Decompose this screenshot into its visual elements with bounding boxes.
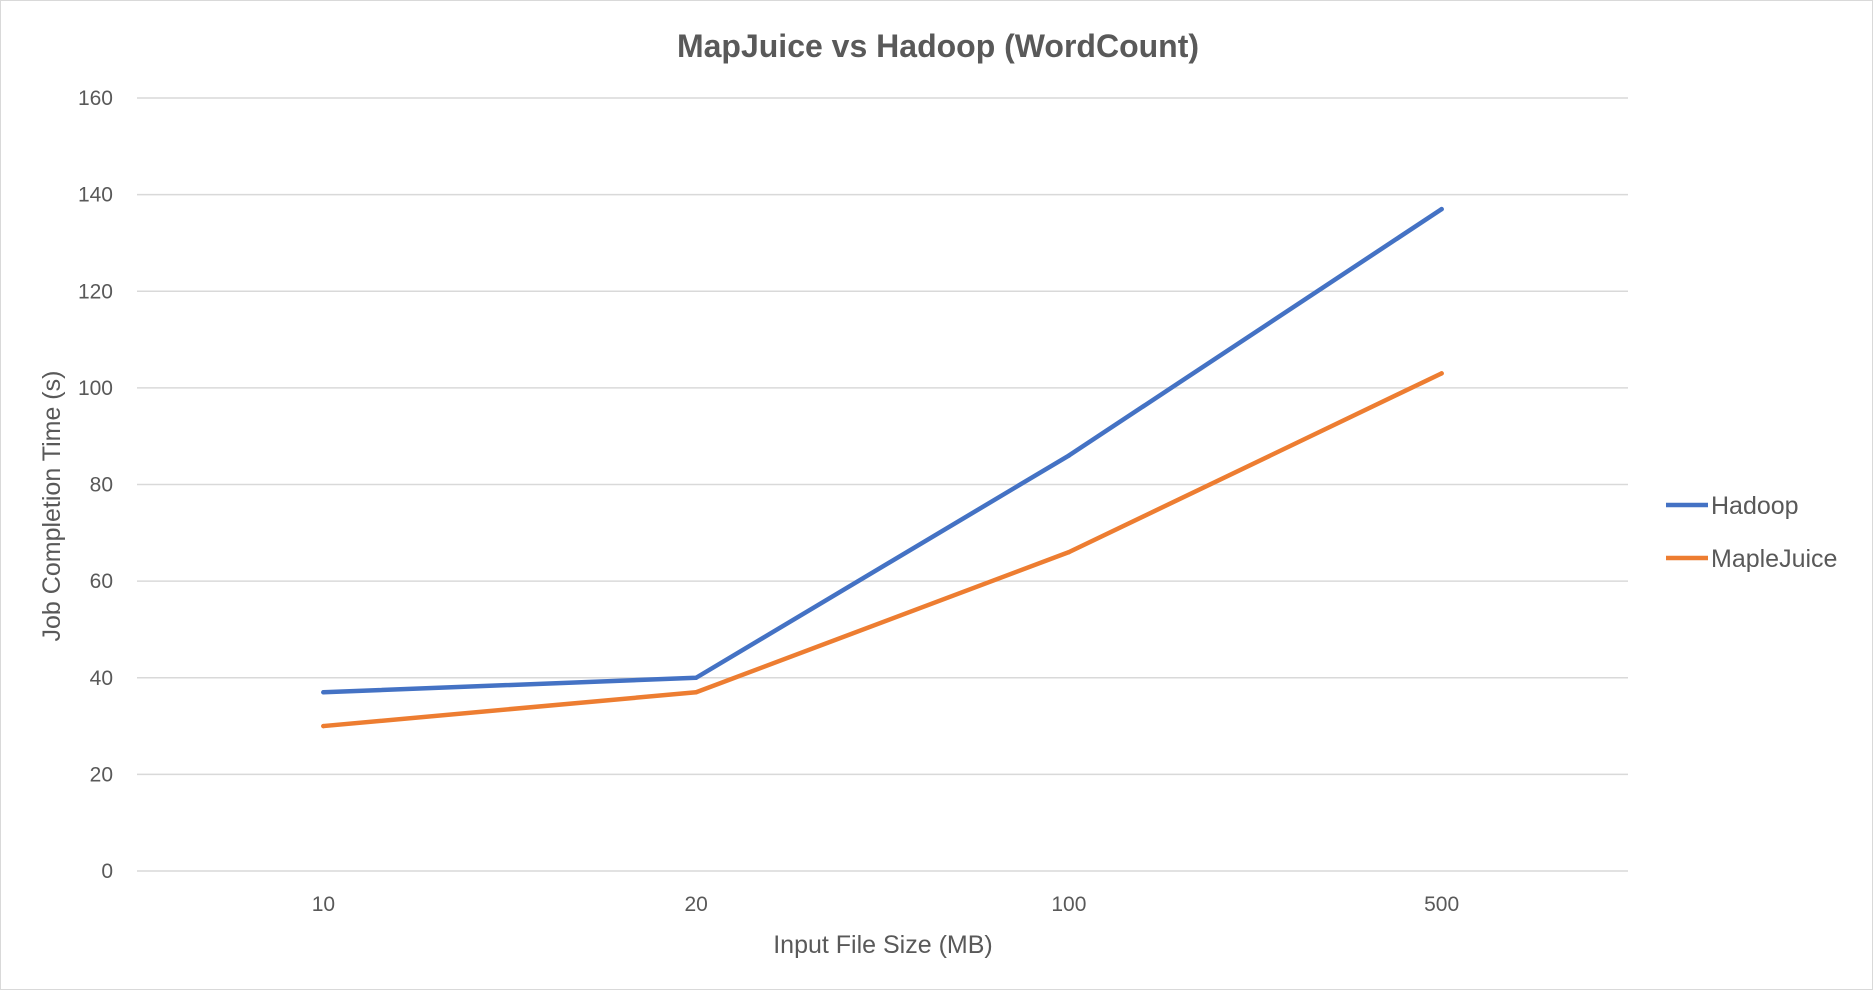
data-point bbox=[321, 723, 326, 729]
y-tick-label: 120 bbox=[78, 280, 113, 303]
x-tick-label: 10 bbox=[312, 893, 335, 916]
legend: Hadoop MapleJuice bbox=[1666, 492, 1837, 573]
x-axis-ticks: 10 20 100 500 bbox=[312, 893, 1459, 916]
y-tick-label: 140 bbox=[78, 184, 113, 207]
data-point bbox=[1066, 453, 1072, 458]
legend-label-hadoop: Hadoop bbox=[1711, 492, 1799, 520]
y-tick-label: 20 bbox=[90, 763, 113, 786]
y-tick-label: 40 bbox=[90, 667, 113, 690]
data-point bbox=[321, 690, 326, 695]
x-tick-label: 500 bbox=[1424, 893, 1459, 916]
x-axis-label: Input File Size (MB) bbox=[773, 931, 993, 959]
x-tick-label: 100 bbox=[1051, 893, 1086, 916]
y-tick-label: 80 bbox=[90, 474, 113, 497]
data-point bbox=[693, 675, 699, 680]
legend-label-maplejuice: MapleJuice bbox=[1711, 545, 1837, 573]
series-line-maplejuice bbox=[321, 371, 1444, 729]
x-tick-label: 20 bbox=[684, 893, 707, 916]
data-point bbox=[693, 690, 699, 695]
series-lines bbox=[321, 206, 1444, 729]
chart-title: MapJuice vs Hadoop (WordCount) bbox=[677, 28, 1199, 64]
y-axis-ticks: 0 20 40 60 80 100 120 140 160 bbox=[78, 87, 113, 883]
y-tick-label: 100 bbox=[78, 377, 113, 400]
y-axis-label: Job Completion Time (s) bbox=[38, 371, 66, 642]
y-tick-label: 60 bbox=[90, 570, 113, 593]
data-point bbox=[1439, 371, 1444, 376]
gridlines bbox=[137, 97, 1628, 872]
y-tick-label: 160 bbox=[78, 87, 113, 110]
series-line-hadoop bbox=[321, 206, 1444, 695]
data-point bbox=[1066, 549, 1072, 555]
data-point bbox=[1439, 206, 1444, 212]
y-tick-label: 0 bbox=[101, 860, 113, 883]
